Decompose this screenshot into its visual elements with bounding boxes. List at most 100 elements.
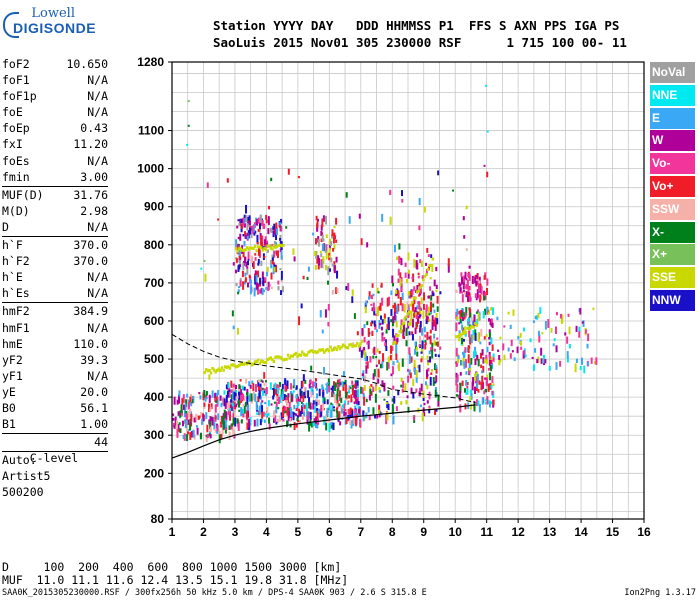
echo-point [406,395,409,399]
echo-point [246,422,249,430]
echo-point [395,343,398,350]
param-row-fmin: fmin 3.00 [2,169,108,185]
x-tick-label: 12 [511,525,525,539]
echo-point [579,366,582,371]
echo-point [178,422,181,425]
echo-point [381,297,384,306]
echo-point [322,402,325,411]
file-info: SAA0K_2015305230000.RSF / 300fx256h 50 k… [2,588,427,598]
echo-point [285,400,288,406]
echo-point [348,385,351,388]
echo-point [248,217,251,224]
echo-point [316,412,319,420]
echo-point [256,234,259,244]
echo-point [474,351,477,357]
legend-item-e: E [650,107,695,129]
echo-point [250,393,253,402]
echo-point [330,241,333,246]
echo-point [277,286,280,291]
echo-point [428,409,431,414]
sse-trace-point [411,300,414,304]
echo-point [376,348,379,353]
header-line-2: SaoLuis 2015 Nov01 305 230000 RSF 1 715 … [213,35,627,50]
echo-point [237,391,240,400]
sse-trace-point [264,361,268,365]
chart-grid [171,62,645,519]
sse-trace-point [241,362,244,366]
echo-point [407,272,410,279]
echo-point [187,431,190,435]
echo-point [266,271,269,277]
echo-point [318,408,321,414]
echo-point [323,243,326,252]
sse-trace-point [269,246,273,250]
sse-trace-point [348,343,351,347]
echo-point [224,400,227,409]
echo-point [187,419,190,425]
echo-point [456,316,459,321]
echo-point [356,402,359,406]
echo-point [260,218,263,221]
sse-trace-point [242,362,246,366]
echo-point [413,296,416,305]
echo-point [424,342,427,345]
echo-point [466,318,469,324]
echo-point [471,278,474,284]
sse-trace-point [266,244,269,248]
echo-point [211,390,214,398]
echo-point [255,401,258,410]
echo-point [257,259,260,264]
echo-point [276,418,279,423]
param-row-muf-d-: MUF(D) 31.76 [2,187,108,203]
echo-point [407,375,410,383]
echo-point [390,373,393,377]
echo-point [476,318,479,324]
echo-point [337,379,340,383]
echo-point [234,392,237,397]
echo-point [235,282,238,287]
echo-point [228,389,231,398]
echo-point [491,322,494,328]
echo-point [285,226,288,229]
sse-trace-point [474,321,477,325]
echo-point [459,287,462,292]
echo-point [215,396,218,403]
echo-point [291,395,294,402]
echo-point [205,434,208,438]
echo-point [251,225,254,234]
echo-point [249,227,252,235]
echo-point [512,309,515,316]
echo-point [492,399,495,406]
echo-point [482,311,485,319]
echo-point [231,310,234,317]
echo-point [476,354,479,359]
echo-point [492,357,495,362]
echo-point [474,332,477,341]
echo-point [408,359,411,364]
echo-point [316,408,319,411]
echo-point [396,360,399,363]
sse-trace-point [470,324,474,328]
echo-point [351,384,354,388]
echo-point [560,318,563,324]
echo-point [463,313,466,318]
echo-point [366,341,369,345]
sse-trace-point [319,348,323,352]
echo-point [392,316,395,324]
echo-point [267,400,270,407]
echo-point [458,282,461,287]
echo-point [458,334,461,342]
echo-point [396,337,399,343]
plot-frame [171,61,645,520]
param-row-fxi: fxI 11.20 [2,136,108,152]
echo-point [413,363,416,372]
echo-point [414,307,417,315]
echo-point [268,284,271,287]
echo-point [345,409,348,414]
echo-point [221,429,224,435]
echo-point [423,402,426,406]
echo-point [193,417,196,423]
echo-point [273,418,276,423]
echo-point [305,407,308,417]
sse-trace-point [466,326,469,330]
